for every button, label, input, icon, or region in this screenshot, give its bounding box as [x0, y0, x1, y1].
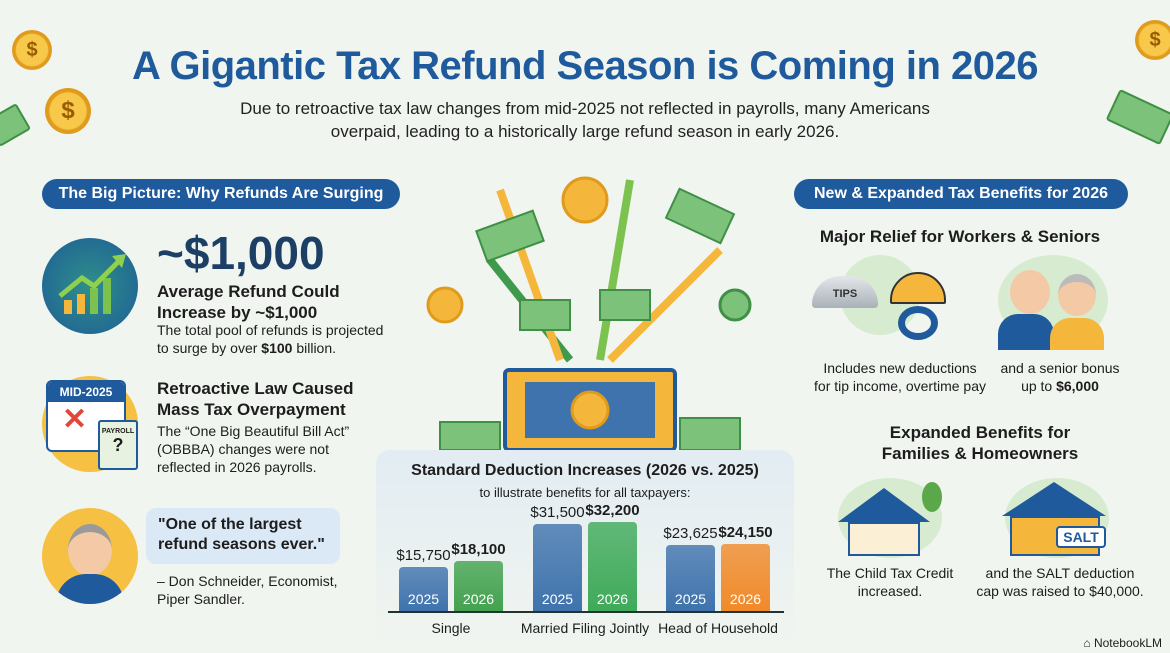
text-bold: $100	[261, 340, 293, 356]
quote-line: "One of the largest	[158, 516, 302, 533]
category-label: Single	[431, 620, 471, 636]
heading-line: Mass Tax Overpayment	[157, 400, 346, 419]
quote-line: refund seasons ever."	[158, 536, 325, 553]
chart-baseline	[388, 611, 784, 613]
family-house-roof	[838, 488, 930, 522]
text: billion.	[292, 340, 337, 356]
chart-plot: 2025 $15,750 2026 $18,100 2025 $31,500 2026 $32…	[388, 500, 784, 611]
workers-heading: Major Relief for Workers & Seniors	[819, 227, 1101, 246]
heading-line: Average Refund Could	[157, 282, 340, 301]
bar-2026: 2026	[721, 543, 770, 611]
bar-year-label: 2026	[462, 591, 495, 607]
text: to surge by over	[157, 340, 262, 356]
text-line: The Child Tax Credit	[826, 565, 954, 581]
plant-icon	[922, 482, 942, 512]
stat-text: The total pool of refunds is projected to…	[157, 321, 383, 357]
tips-cloche-icon: TIPS	[812, 276, 878, 308]
payroll-doc-icon: PAYROLL?	[98, 420, 138, 470]
text-line: reflected in 2026 payrolls.	[157, 459, 317, 475]
tips-text: Includes new deductions for tip income, o…	[800, 359, 1000, 395]
chart-title: Standard Deduction Increases (2026 vs. 2…	[411, 462, 759, 479]
attr-line: – Don Schneider, Economist,	[157, 573, 338, 589]
text-line: to surge by over $100 billion.	[157, 339, 383, 357]
heading-line: Increase by ~$1,000	[157, 303, 318, 322]
growth-chart-icon	[42, 238, 138, 334]
watermark-text: NotebookLM	[1093, 636, 1162, 650]
category-label: Married Filing Jointly	[520, 620, 650, 636]
families-heading: Expanded Benefits for Families & Homeowne…	[860, 422, 1100, 464]
quote-attribution: – Don Schneider, Economist, Piper Sandler…	[157, 572, 338, 608]
text-bold: $6,000	[1056, 378, 1099, 394]
text: up to	[1021, 378, 1057, 394]
bar-year-label: 2025	[674, 591, 707, 607]
bar-value-label: $32,200	[585, 501, 640, 519]
bar-value-label: $18,100	[451, 540, 506, 558]
subtitle-line: Due to retroactive tax law changes from …	[240, 99, 930, 118]
bar-value-label: $23,625	[663, 525, 718, 543]
quote-bubble: "One of the largest refund seasons ever."	[146, 508, 340, 564]
bar-2026: 2026	[454, 560, 503, 611]
child-tax-credit-text: The Child Tax Credit increased.	[810, 564, 970, 600]
family-house-wall	[848, 522, 920, 556]
subtitle-line: overpaid, leading to a historically larg…	[330, 122, 840, 141]
text-line: and a senior bonus	[1000, 360, 1120, 376]
chart-subtitle: to illustrate benefits for all taxpayers…	[479, 485, 691, 500]
gear-icon	[898, 306, 938, 340]
bar-value-label: $24,150	[718, 523, 773, 541]
text-line: (OBBBA) changes were not	[157, 441, 329, 457]
heading-line: Families & Homeowners	[881, 444, 1079, 463]
coin-icon: $	[12, 30, 52, 70]
calendar-label: MID-2025	[48, 382, 124, 402]
section-pill-big-picture: The Big Picture: Why Refunds Are Surging	[42, 179, 400, 209]
stat-average-refund: ~$1,000	[157, 227, 325, 279]
calendar-icon: MID-2025 ✕	[46, 380, 126, 452]
bar-year-label: 2025	[541, 591, 574, 607]
economist-avatar	[42, 508, 138, 604]
text-line: up to $6,000	[990, 377, 1130, 395]
payroll-label: PAYROLL	[101, 428, 135, 435]
salt-house-roof	[1002, 482, 1106, 516]
bar-value-label: $15,750	[396, 547, 451, 565]
text-line: Includes new deductions	[823, 360, 977, 376]
notebooklm-logo-icon: ⌂	[1083, 636, 1094, 650]
heading-line: Retroactive Law Caused	[157, 379, 354, 398]
x-mark-icon: ✕	[62, 403, 88, 436]
bar-year-label: 2026	[596, 591, 629, 607]
money-chest-illustration	[420, 160, 760, 452]
section-pill-new-benefits: New & Expanded Tax Benefits for 2026	[794, 179, 1128, 209]
salt-sign: SALT	[1056, 526, 1106, 548]
bar-2025: 2025	[399, 567, 448, 611]
senior-woman-body	[1050, 318, 1104, 350]
bar-2025: 2025	[666, 545, 715, 611]
senior-woman-face	[1058, 274, 1096, 316]
bar-2026: 2026	[588, 521, 637, 611]
text-line: for tip income, overtime pay	[814, 378, 986, 394]
law-text: The “One Big Beautiful Bill Act” (OBBBA) …	[157, 422, 349, 476]
text-line: The total pool of refunds is projected	[157, 322, 384, 338]
bar-value-label: $31,500	[530, 503, 585, 521]
notebooklm-watermark: ⌂ NotebookLM	[1083, 636, 1162, 650]
salt-text: and the SALT deduction cap was raised to …	[965, 564, 1155, 600]
text-line: increased.	[857, 583, 923, 599]
attr-line: Piper Sandler.	[157, 591, 245, 607]
coin-icon: $	[45, 88, 91, 134]
page-title: A Gigantic Tax Refund Season is Coming i…	[131, 44, 1039, 88]
text-line: cap was raised to $40,000.	[976, 583, 1144, 599]
bar-2025: 2025	[533, 523, 582, 611]
text-line: and the SALT deduction	[985, 565, 1135, 581]
bar-year-label: 2026	[729, 591, 762, 607]
senior-bonus-text: and a senior bonus up to $6,000	[990, 359, 1130, 395]
coin-icon: $	[1135, 20, 1170, 60]
subtitle: Due to retroactive tax law changes from …	[0, 97, 1170, 143]
law-heading: Retroactive Law Caused Mass Tax Overpayme…	[157, 378, 354, 420]
category-label: Head of Household	[658, 620, 778, 636]
bar-year-label: 2025	[407, 591, 440, 607]
senior-man-face	[1010, 270, 1050, 314]
text-line: The “One Big Beautiful Bill Act”	[157, 423, 350, 439]
heading-line: Expanded Benefits for	[889, 423, 1071, 442]
stat-heading: Average Refund Could Increase by ~$1,000	[157, 281, 340, 323]
senior-man-body	[998, 314, 1054, 350]
